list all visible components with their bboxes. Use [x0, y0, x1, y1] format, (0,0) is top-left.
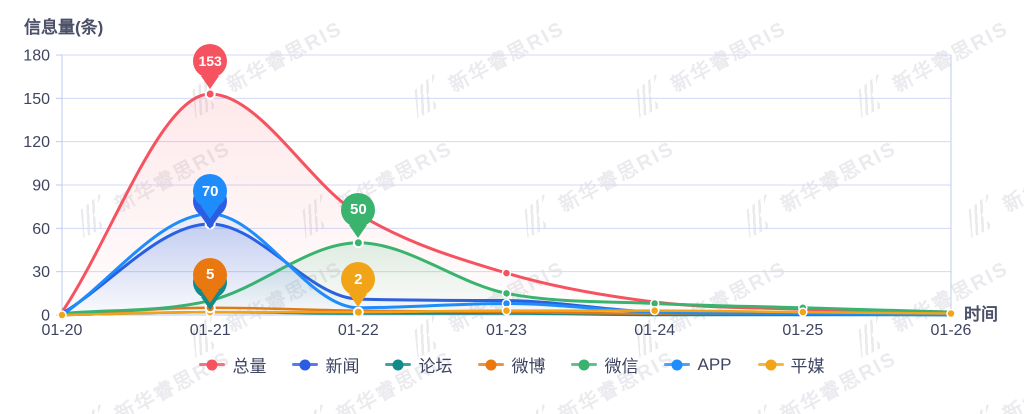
legend-item-weibo[interactable]: 微博	[478, 352, 545, 377]
point-wechat-01-23	[501, 288, 512, 299]
legend-label-print: 平媒	[790, 357, 825, 376]
x-tick-label-01-26: 01-26	[931, 322, 972, 339]
legend-item-app[interactable]: APP	[664, 354, 732, 375]
legend-marker-icon	[385, 359, 412, 371]
legend-label-app: APP	[697, 354, 732, 374]
data-pin-70: 70	[193, 174, 228, 208]
x-tick-label-01-22: 01-22	[338, 322, 379, 339]
point-print-01-20	[57, 310, 67, 320]
chart-legend: 总量 新闻 论坛 微博 微信 APP 平媒	[0, 352, 1024, 377]
legend-label-total: 总量	[232, 357, 267, 376]
data-pin-50: 50	[341, 192, 376, 227]
legend-marker-icon	[571, 359, 598, 371]
pin-anchor-153	[204, 88, 216, 100]
y-tick-label-90: 90	[32, 178, 50, 195]
legend-label-weibo: 微博	[511, 357, 546, 376]
legend-item-print[interactable]: 平媒	[757, 352, 825, 377]
point-print-01-26	[946, 308, 956, 319]
legend-label-news: 新闻	[325, 357, 360, 376]
legend-label-forum: 论坛	[418, 357, 453, 376]
legend-item-total[interactable]: 总量	[199, 352, 266, 377]
legend-marker-icon	[199, 359, 226, 371]
point-print-01-25	[798, 307, 808, 317]
point-print-01-23	[501, 305, 512, 316]
y-tick-label-120: 120	[23, 134, 50, 151]
x-tick-label-01-24: 01-24	[634, 322, 675, 339]
legend-marker-icon	[664, 359, 691, 371]
x-tick-label-01-21: 01-21	[190, 322, 231, 339]
point-print-01-24	[649, 305, 660, 316]
point-total-01-23	[501, 268, 512, 278]
area-app	[62, 213, 951, 315]
y-tick-label-180: 180	[23, 48, 50, 65]
legend-item-wechat[interactable]: 微信	[571, 352, 638, 377]
x-axis-title: 时间	[964, 305, 998, 324]
data-pin-5: 5	[193, 257, 228, 292]
pin-anchor-2	[352, 306, 364, 318]
data-pin-2: 2	[341, 262, 376, 297]
legend-label-wechat: 微信	[604, 357, 639, 376]
y-tick-label-60: 60	[32, 221, 50, 238]
y-axis-title: 信息量(条)	[24, 18, 104, 37]
x-tick-label-01-23: 01-23	[486, 322, 527, 339]
legend-marker-icon	[757, 359, 784, 371]
data-pin-153: 153	[193, 44, 228, 78]
pin-anchor-50	[352, 237, 364, 249]
y-tick-label-150: 150	[23, 91, 50, 108]
y-tick-label-30: 30	[32, 264, 50, 281]
legend-item-forum[interactable]: 论坛	[385, 352, 452, 377]
legend-marker-icon	[478, 359, 505, 371]
y-tick-label-0: 0	[41, 308, 50, 325]
legend-item-news[interactable]: 新闻	[292, 352, 359, 377]
x-tick-label-01-20: 01-20	[42, 322, 83, 339]
legend-marker-icon	[292, 359, 319, 371]
x-tick-label-01-25: 01-25	[782, 322, 823, 339]
